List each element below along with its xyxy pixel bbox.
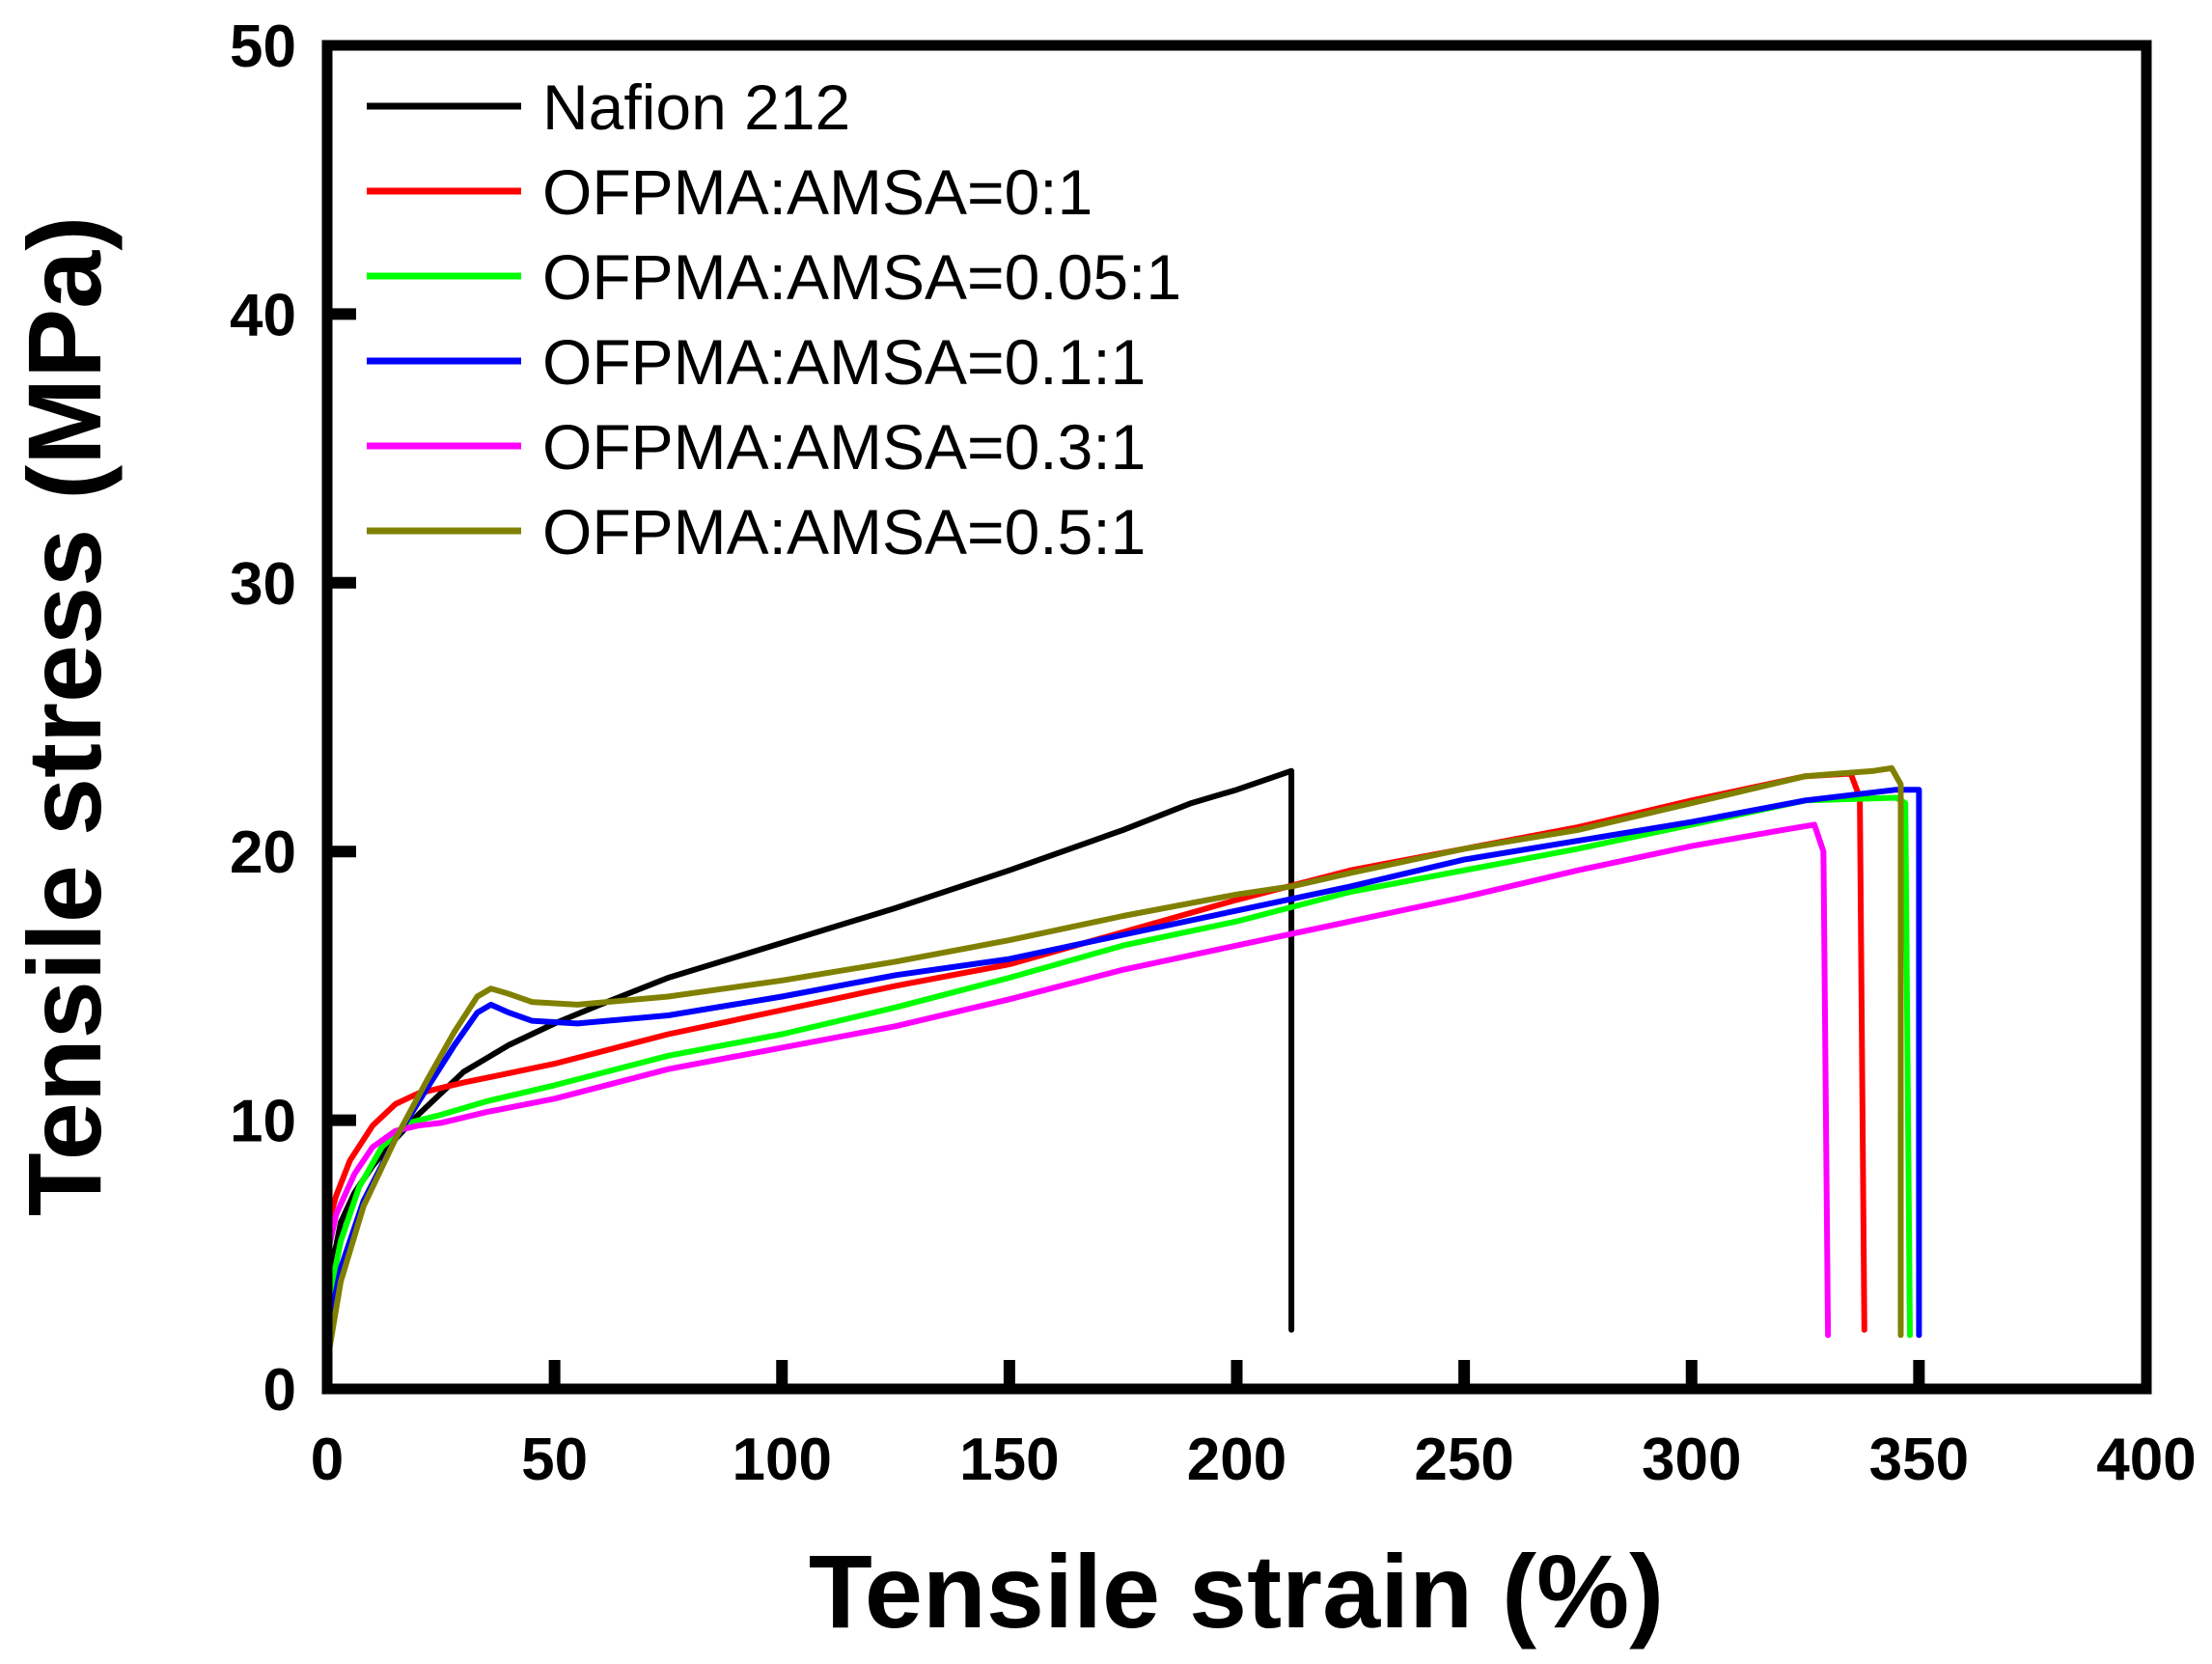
legend-label-4: OFPMA:AMSA=0.3:1 <box>542 411 1146 483</box>
y-axis-title: Tensile stress (MPa) <box>6 216 123 1216</box>
x-tick-label-1: 50 <box>521 1427 588 1493</box>
tick-layer: 0 50 100 150 200 250 300 350 400 0 10 20 30 40 50 <box>230 14 2197 1493</box>
series-line-3 <box>324 787 1922 1339</box>
legend-label-3: OFPMA:AMSA=0.1:1 <box>542 326 1146 398</box>
x-tick-label-7: 350 <box>1869 1427 1969 1493</box>
y-tick-label-2: 20 <box>230 819 296 886</box>
legend-label-1: OFPMA:AMSA=0:1 <box>542 156 1092 228</box>
y-tick-label-1: 10 <box>230 1089 296 1155</box>
x-tick-label-4: 200 <box>1187 1427 1286 1493</box>
x-tick-label-3: 150 <box>959 1427 1059 1493</box>
y-tick-label-4: 40 <box>230 282 296 348</box>
x-tick-label-6: 300 <box>1642 1427 1741 1493</box>
legend: Nafion 212 OFPMA:AMSA=0:1 OFPMA:AMSA=0.05:… <box>367 71 1181 568</box>
y-tick-label-3: 30 <box>230 551 296 618</box>
legend-label-0: Nafion 212 <box>542 71 850 143</box>
x-tick-label-5: 250 <box>1414 1427 1513 1493</box>
y-tick-label-5: 50 <box>230 14 296 80</box>
legend-label-2: OFPMA:AMSA=0.05:1 <box>542 241 1181 313</box>
x-tick-label-2: 100 <box>733 1427 832 1493</box>
x-axis-title: Tensile strain (%) <box>809 1533 1664 1650</box>
series-line-5 <box>324 764 1904 1366</box>
legend-label-5: OFPMA:AMSA=0.5:1 <box>542 496 1146 568</box>
series-layer <box>324 764 1922 1366</box>
series-line-4 <box>324 821 1832 1339</box>
x-tick-label-8: 400 <box>2096 1427 2196 1493</box>
x-tick-label-0: 0 <box>311 1427 344 1493</box>
y-tick-label-0: 0 <box>263 1357 296 1424</box>
